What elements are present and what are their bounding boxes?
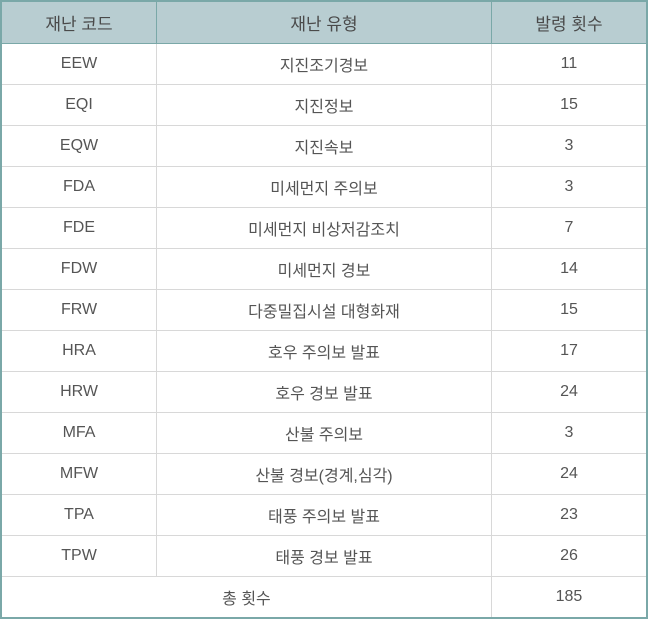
- cell-code: FDA: [2, 167, 157, 208]
- table-row: TPW태풍 경보 발표26: [2, 536, 646, 577]
- cell-type: 산불 주의보: [157, 413, 492, 454]
- table-row: MFA산불 주의보3: [2, 413, 646, 454]
- cell-type: 미세먼지 비상저감조치: [157, 208, 492, 249]
- header-count: 발령 횟수: [491, 2, 646, 44]
- total-label: 총 횟수: [2, 577, 491, 618]
- cell-type: 미세먼지 경보: [157, 249, 492, 290]
- cell-code: FRW: [2, 290, 157, 331]
- cell-count: 3: [491, 413, 646, 454]
- cell-count: 3: [491, 167, 646, 208]
- cell-code: FDE: [2, 208, 157, 249]
- table-row: FDA미세먼지 주의보3: [2, 167, 646, 208]
- cell-code: EQI: [2, 85, 157, 126]
- cell-code: TPA: [2, 495, 157, 536]
- cell-count: 14: [491, 249, 646, 290]
- table-row: TPA태풍 주의보 발표23: [2, 495, 646, 536]
- cell-type: 지진정보: [157, 85, 492, 126]
- cell-type: 호우 주의보 발표: [157, 331, 492, 372]
- table-row: MFW산불 경보(경계,심각)24: [2, 454, 646, 495]
- table-body: EEW지진조기경보11EQI지진정보15EQW지진속보3FDA미세먼지 주의보3…: [2, 44, 646, 618]
- cell-count: 24: [491, 372, 646, 413]
- header-code: 재난 코드: [2, 2, 157, 44]
- table-row: FDE미세먼지 비상저감조치7: [2, 208, 646, 249]
- table-row: EQW지진속보3: [2, 126, 646, 167]
- disaster-stats-table: 재난 코드 재난 유형 발령 횟수 EEW지진조기경보11EQI지진정보15EQ…: [0, 0, 648, 619]
- cell-code: HRA: [2, 331, 157, 372]
- total-value: 185: [491, 577, 646, 618]
- cell-type: 태풍 경보 발표: [157, 536, 492, 577]
- table-row: EQI지진정보15: [2, 85, 646, 126]
- cell-count: 17: [491, 331, 646, 372]
- cell-count: 7: [491, 208, 646, 249]
- cell-count: 3: [491, 126, 646, 167]
- cell-code: FDW: [2, 249, 157, 290]
- table-row: HRA호우 주의보 발표17: [2, 331, 646, 372]
- table-row: FRW다중밀집시설 대형화재15: [2, 290, 646, 331]
- cell-count: 23: [491, 495, 646, 536]
- table-row: FDW미세먼지 경보14: [2, 249, 646, 290]
- cell-count: 24: [491, 454, 646, 495]
- cell-type: 다중밀집시설 대형화재: [157, 290, 492, 331]
- cell-type: 산불 경보(경계,심각): [157, 454, 492, 495]
- cell-code: EQW: [2, 126, 157, 167]
- cell-code: MFW: [2, 454, 157, 495]
- cell-code: TPW: [2, 536, 157, 577]
- table-header: 재난 코드 재난 유형 발령 횟수: [2, 2, 646, 44]
- cell-type: 지진조기경보: [157, 44, 492, 85]
- cell-count: 15: [491, 290, 646, 331]
- total-row: 총 횟수185: [2, 577, 646, 618]
- table-row: EEW지진조기경보11: [2, 44, 646, 85]
- cell-type: 태풍 주의보 발표: [157, 495, 492, 536]
- cell-code: MFA: [2, 413, 157, 454]
- cell-type: 지진속보: [157, 126, 492, 167]
- header-type: 재난 유형: [157, 2, 492, 44]
- cell-count: 15: [491, 85, 646, 126]
- cell-count: 11: [491, 44, 646, 85]
- cell-type: 미세먼지 주의보: [157, 167, 492, 208]
- cell-type: 호우 경보 발표: [157, 372, 492, 413]
- cell-count: 26: [491, 536, 646, 577]
- table-row: HRW호우 경보 발표24: [2, 372, 646, 413]
- cell-code: HRW: [2, 372, 157, 413]
- cell-code: EEW: [2, 44, 157, 85]
